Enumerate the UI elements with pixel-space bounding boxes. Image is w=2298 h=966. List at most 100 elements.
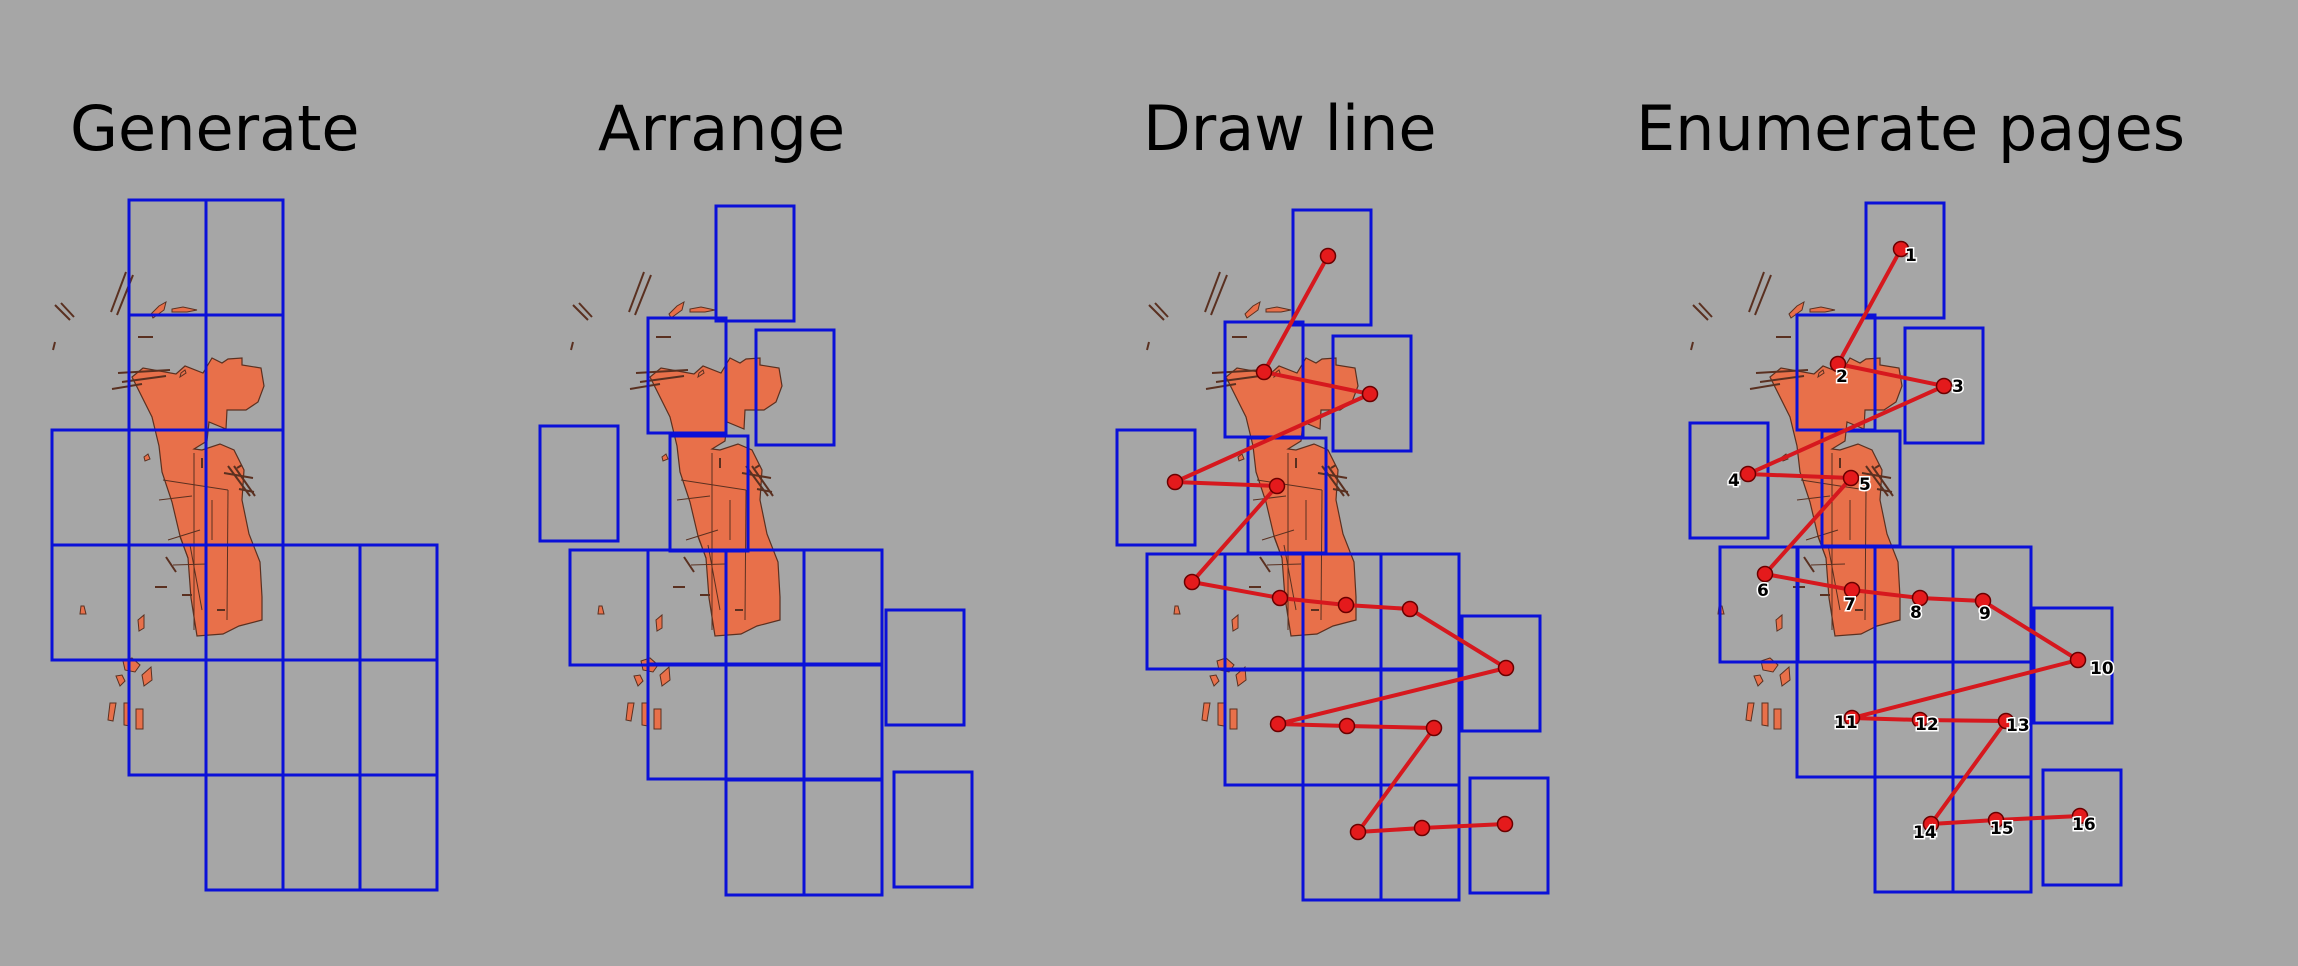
- page-frame: [281, 543, 362, 662]
- panel-generate: [50, 198, 439, 892]
- small-parcel: [1229, 708, 1238, 730]
- route-node: [1497, 659, 1515, 677]
- page-number-label: 7: [1844, 595, 1856, 615]
- small-parcel: [1201, 702, 1211, 722]
- page-frame: [127, 198, 208, 317]
- linear-feature: [1205, 383, 1237, 390]
- route-node: [1271, 589, 1289, 607]
- route-node: [2069, 651, 2087, 669]
- route-node: [1756, 565, 1774, 583]
- route-node: [1935, 377, 1953, 395]
- parcel-boundary: [1256, 479, 1323, 491]
- linear-feature: [1259, 556, 1271, 573]
- route-node: [1842, 469, 1860, 487]
- page-frame: [754, 328, 836, 447]
- small-parcel: [143, 453, 151, 462]
- linear-feature: [1692, 304, 1709, 321]
- page-frame: [358, 543, 439, 662]
- linear-feature: [635, 369, 689, 374]
- page-frame: [538, 424, 620, 543]
- linear-feature: [570, 341, 574, 351]
- small-parcel: [1265, 306, 1292, 313]
- page-number-label: 11: [1834, 713, 1858, 733]
- page-frame: [281, 658, 362, 777]
- panel-arrange: [538, 204, 974, 897]
- route-line: [1746, 248, 2081, 826]
- page-frame: [204, 198, 285, 317]
- linear-feature: [754, 464, 761, 469]
- parcel-boundary: [1827, 544, 1841, 611]
- page-number-label: 6: [1757, 581, 1769, 601]
- linear-feature: [683, 556, 695, 573]
- page-frame: [2041, 768, 2123, 887]
- parcel-boundary: [744, 489, 747, 621]
- linear-feature: [1204, 271, 1221, 313]
- parcel-boundary: [158, 495, 193, 501]
- page-frame: [646, 316, 728, 435]
- parcel-boundary: [172, 563, 208, 566]
- route-node: [1338, 717, 1356, 735]
- small-parcel: [107, 702, 117, 722]
- page-number-label: 15: [1990, 819, 2014, 839]
- linear-feature: [634, 274, 652, 316]
- page-frame: [724, 662, 806, 781]
- small-parcel: [1173, 605, 1181, 615]
- route-node: [1361, 385, 1379, 403]
- small-parcel: [1761, 702, 1769, 727]
- page-frame: [1688, 421, 1770, 540]
- page-number-label: 13: [2006, 716, 2030, 736]
- route-node: [1843, 581, 1861, 599]
- page-frame: [1864, 201, 1946, 320]
- route-node: [1997, 712, 2015, 730]
- page-number-label: 2: [1836, 367, 1848, 387]
- small-parcel: [1779, 665, 1791, 687]
- linear-feature: [116, 274, 134, 316]
- page-frame: [1460, 614, 1542, 733]
- linear-feature: [1215, 375, 1261, 383]
- small-parcel: [141, 665, 153, 687]
- route-node: [1987, 811, 2005, 829]
- page-frame: [802, 662, 884, 781]
- small-parcel: [1760, 657, 1779, 673]
- parcel-boundary: [1252, 495, 1287, 501]
- route-node: [1269, 715, 1287, 733]
- parcel-boundary: [676, 495, 711, 501]
- panel-title-enumerate-pages: Enumerate pages: [1636, 92, 2186, 165]
- page-frame: [884, 608, 966, 727]
- page-frame: [358, 658, 439, 777]
- page-frame: [714, 204, 796, 323]
- page-frame: [1291, 208, 1373, 327]
- route-node: [1911, 711, 1929, 729]
- small-parcel: [1773, 708, 1782, 730]
- linear-feature: [1690, 341, 1694, 351]
- route-node: [1922, 815, 1940, 833]
- linear-feature: [60, 302, 75, 318]
- page-frame: [802, 548, 884, 667]
- route-node: [1349, 823, 1367, 841]
- page-frame: [1301, 783, 1383, 902]
- linear-feature: [223, 472, 254, 479]
- linear-feature: [1330, 464, 1337, 469]
- linear-feature: [578, 302, 593, 318]
- small-parcel: [697, 369, 705, 379]
- small-parcel: [597, 605, 605, 615]
- linear-feature: [1146, 341, 1150, 351]
- route-node: [1255, 363, 1273, 381]
- linear-feature: [238, 488, 255, 493]
- page-frame: [568, 548, 650, 667]
- small-parcel: [1231, 613, 1239, 632]
- page-frame: [2032, 606, 2114, 725]
- route-node: [1319, 247, 1337, 265]
- small-parcel: [653, 708, 662, 730]
- linear-feature: [110, 271, 127, 313]
- page-number-label: 5: [1859, 475, 1871, 495]
- small-parcel: [79, 605, 87, 615]
- parcel-boundary: [1796, 495, 1831, 501]
- page-number-label: 14: [1913, 823, 1937, 843]
- page-frame: [1468, 776, 1550, 895]
- page-number-label: 3: [1952, 377, 1964, 397]
- small-parcel: [179, 369, 187, 379]
- linear-feature: [236, 464, 243, 469]
- linear-feature: [1148, 304, 1165, 321]
- page-number-label: 9: [1979, 604, 1991, 624]
